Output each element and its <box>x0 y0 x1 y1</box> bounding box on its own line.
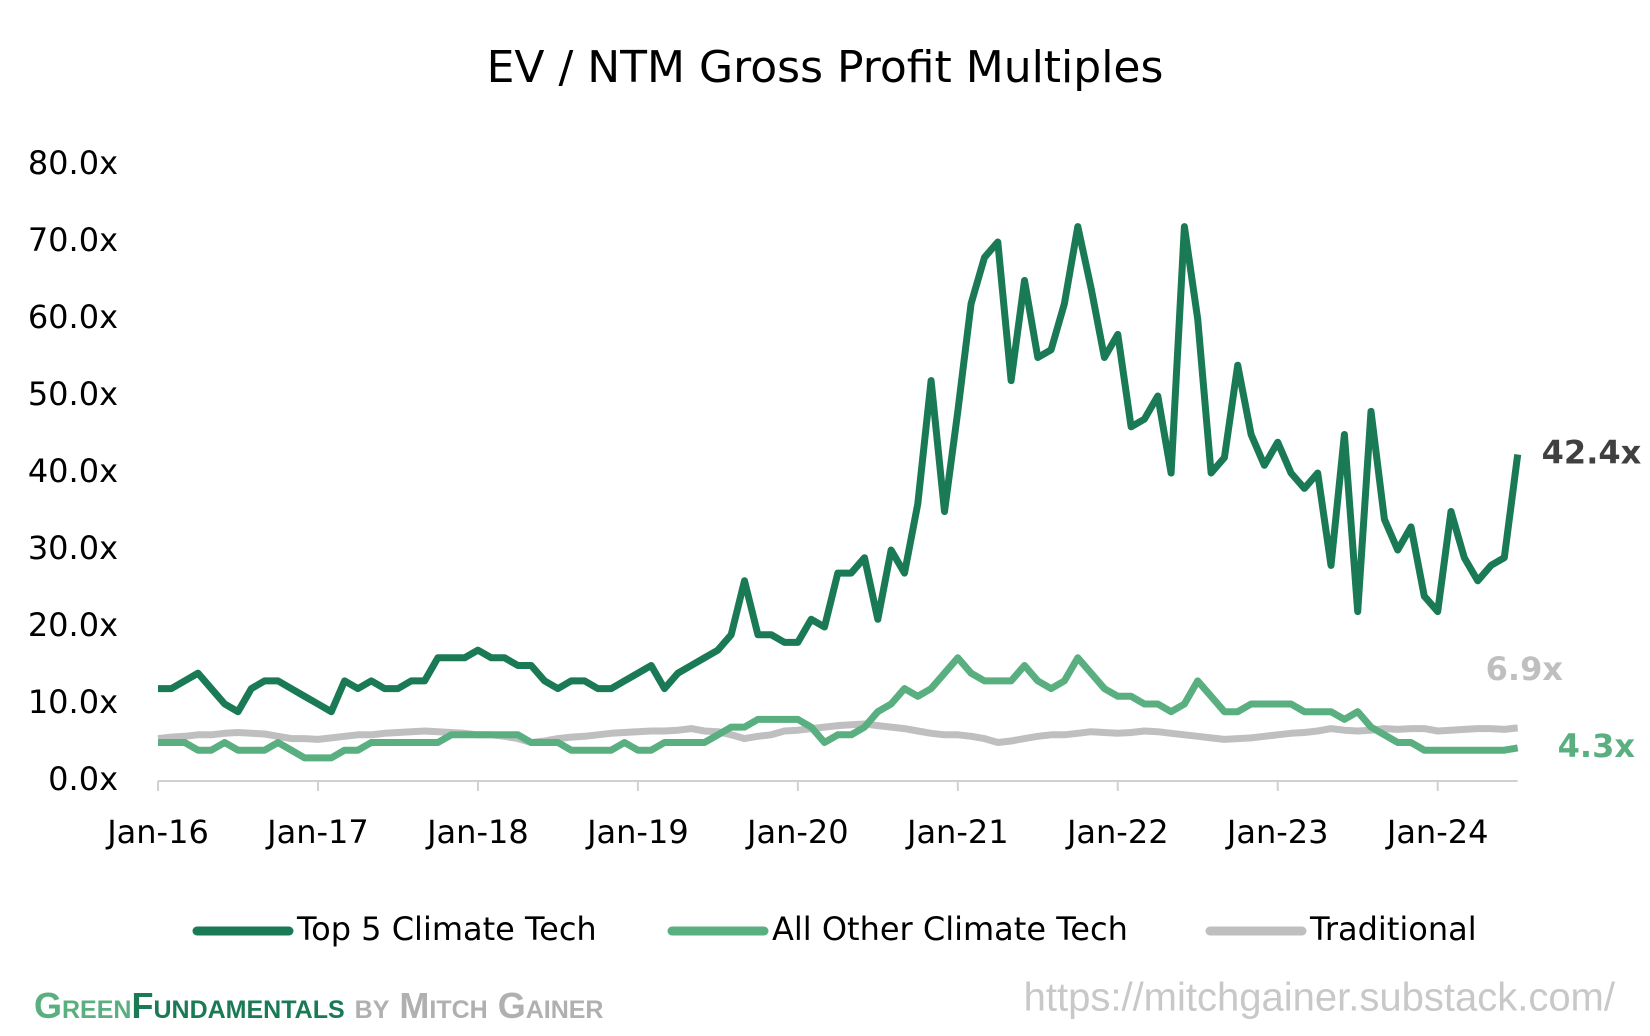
y-tick-label: 30.0x <box>28 529 118 567</box>
x-tick-label: Jan-18 <box>425 813 529 851</box>
x-tick-label: Jan-19 <box>585 813 689 851</box>
x-tick-label: Jan-21 <box>905 813 1009 851</box>
series-line <box>158 654 1519 762</box>
x-tick-label: Jan-23 <box>1225 813 1329 851</box>
y-tick-label: 40.0x <box>28 452 118 490</box>
x-tick-label: Jan-16 <box>105 813 209 851</box>
brand-light: Green <box>34 985 131 1026</box>
y-tick-label: 20.0x <box>28 606 118 644</box>
end-label: 6.9x <box>1486 650 1564 688</box>
brand-dark: Fundamentals <box>131 985 344 1026</box>
y-tick-label: 50.0x <box>28 375 118 413</box>
legend-label: All Other Climate Tech <box>772 910 1128 948</box>
chart-title: EV / NTM Gross Profit Multiples <box>487 42 1164 93</box>
series-line <box>157 720 1519 746</box>
y-tick-label: 10.0x <box>28 683 118 721</box>
brand: GreenFundamentals by Mitch Gainer <box>34 985 604 1026</box>
x-tick-label: Jan-24 <box>1385 813 1489 851</box>
y-tick-label: 0.0x <box>48 760 118 798</box>
end-label: 4.3x <box>1558 727 1636 765</box>
legend-label: Traditional <box>1309 910 1477 948</box>
x-tick-label: Jan-17 <box>265 813 369 851</box>
brand-by: by Mitch Gainer <box>355 985 604 1026</box>
x-tick-label: Jan-22 <box>1065 813 1169 851</box>
legend-label: Top 5 Climate Tech <box>296 910 597 948</box>
y-tick-label: 80.0x <box>28 144 118 182</box>
y-tick-label: 60.0x <box>28 298 118 336</box>
y-tick-label: 70.0x <box>28 221 118 259</box>
x-tick-label: Jan-20 <box>745 813 849 851</box>
end-label: 42.4x <box>1542 434 1642 472</box>
series-line <box>158 223 1522 716</box>
url: https://mitchgainer.substack.com/ <box>1024 976 1616 1020</box>
